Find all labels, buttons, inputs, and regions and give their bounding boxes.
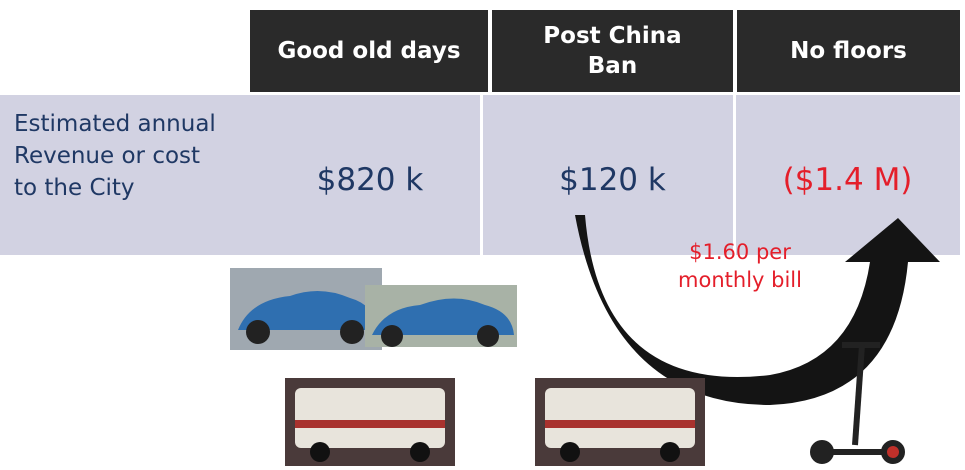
annotation-line: monthly bill (650, 266, 830, 294)
car-image (365, 285, 517, 347)
rv-image (535, 378, 705, 466)
illustrations (0, 0, 965, 470)
rv-image (285, 378, 455, 466)
annotation: $1.60 per monthly bill (650, 238, 830, 294)
annotation-line: $1.60 per (650, 238, 830, 266)
car-image (230, 268, 382, 350)
slide: Good old days Post ChinaBan No floors Es… (0, 0, 965, 470)
